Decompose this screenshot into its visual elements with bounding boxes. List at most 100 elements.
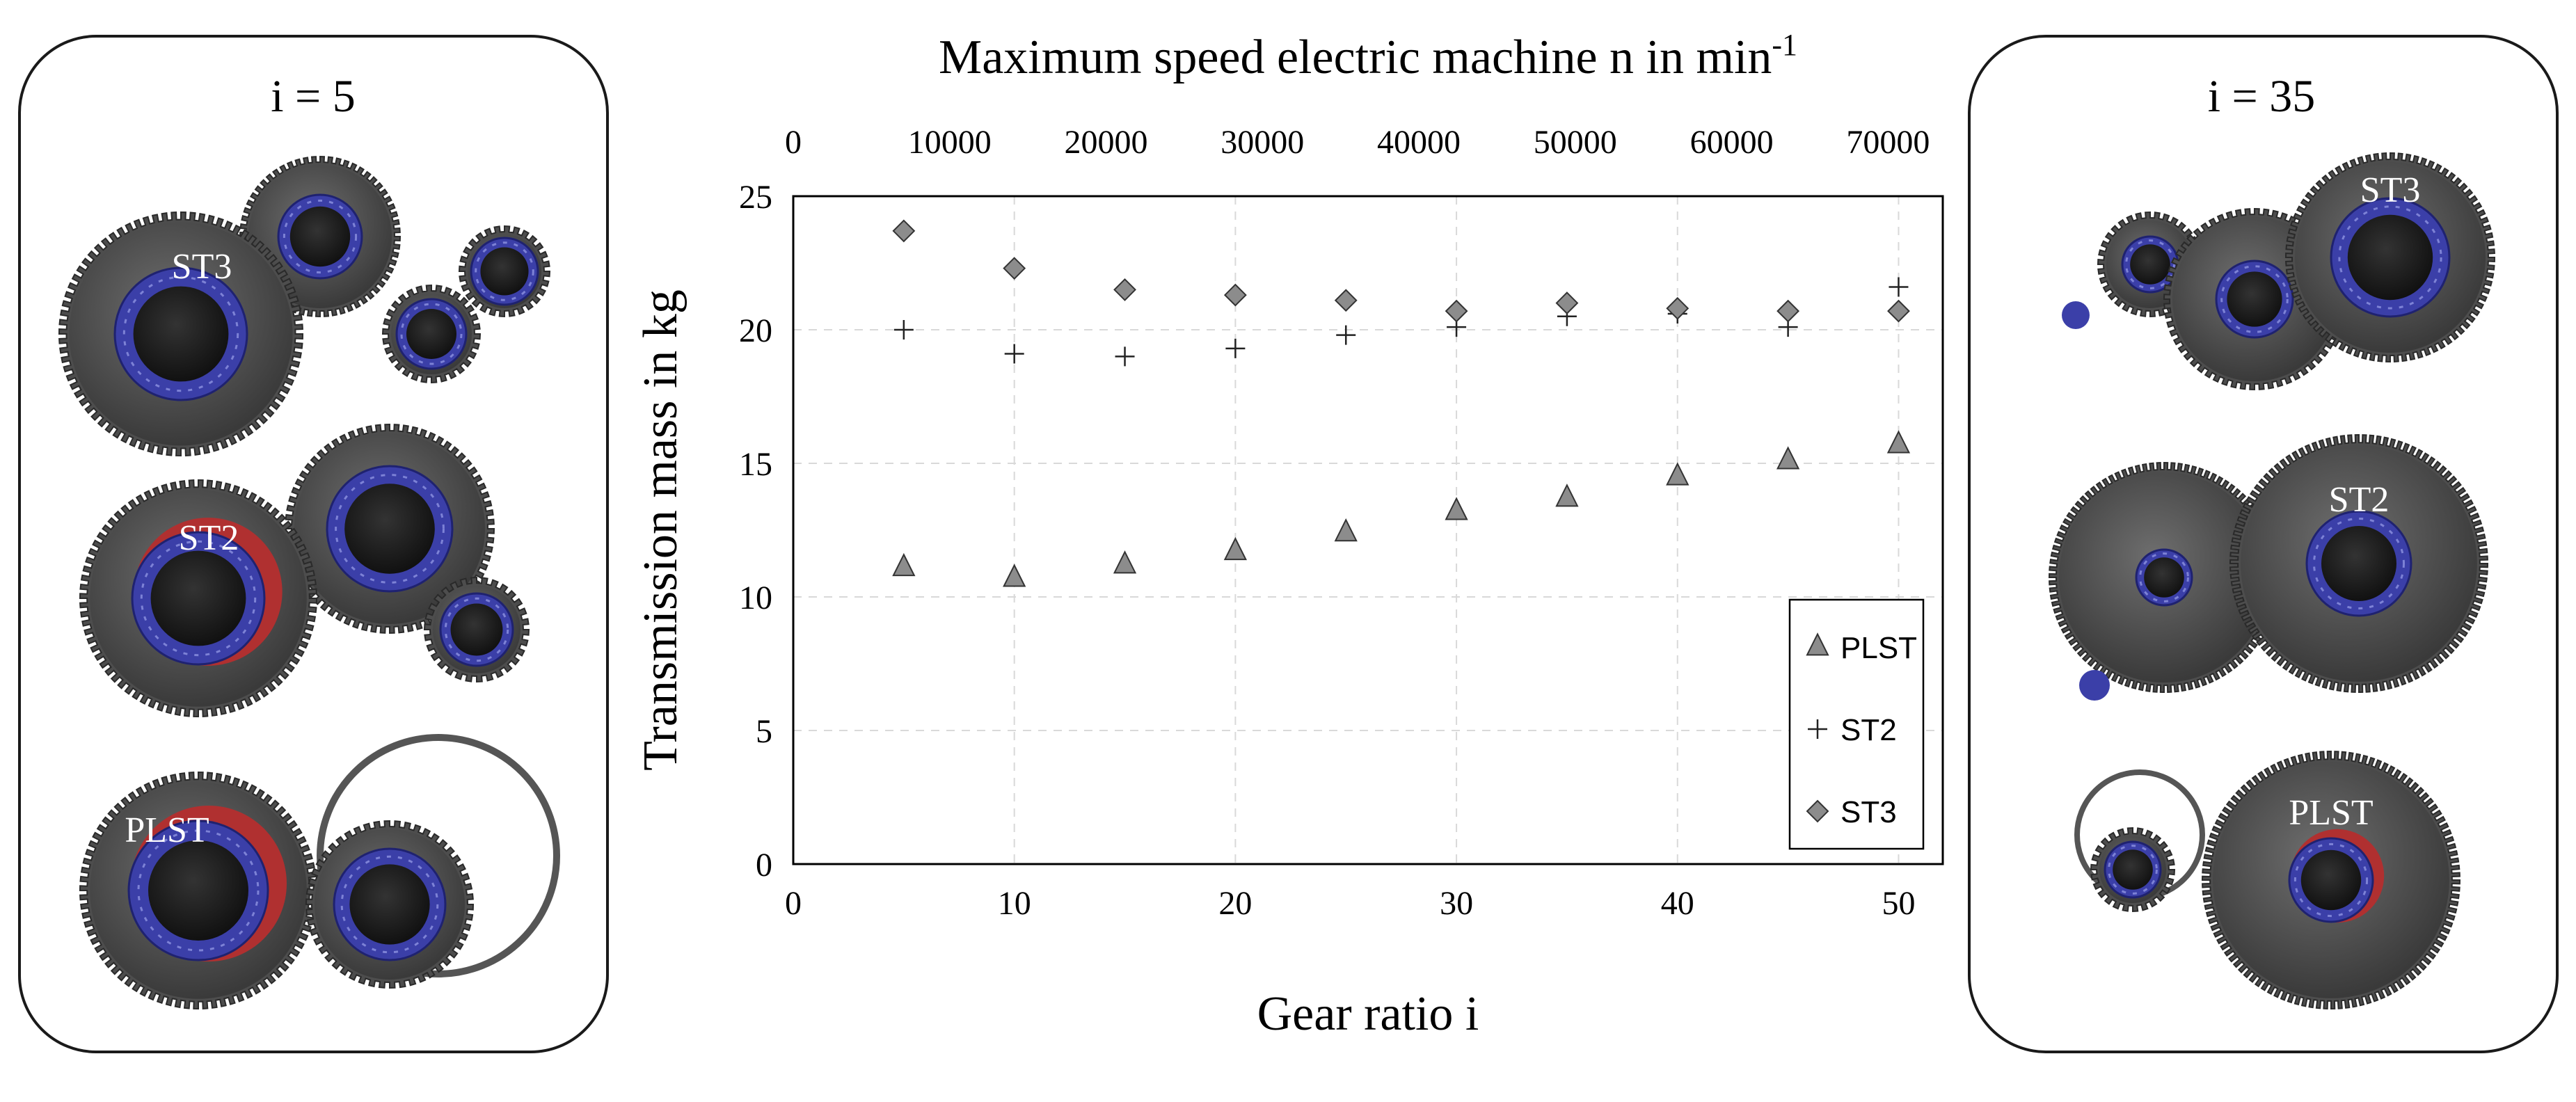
left-gear-illustrations: ST3 ST2 PLST: [58, 155, 560, 1010]
data-point-st3: [1887, 299, 1910, 323]
data-point-st3: [1555, 292, 1579, 315]
bearing-balls: [2313, 518, 2405, 609]
data-point-plst: [1113, 550, 1137, 574]
data-markers: [892, 219, 1911, 587]
gearset-label: PLST: [125, 810, 209, 850]
bearing-balls: [2125, 239, 2175, 289]
small-shaft: [2062, 301, 2090, 329]
bearing-balls: [137, 829, 260, 952]
data-point-st3: [1334, 289, 1358, 312]
y-tick-label: 0: [756, 847, 772, 884]
x-tick-label: 0: [785, 885, 802, 922]
shaft-hub: [480, 247, 529, 296]
gear: [423, 576, 530, 683]
gearset-label: PLST: [2289, 793, 2373, 833]
shaft-hub: [2321, 526, 2396, 601]
x-tick-label: 10: [998, 885, 1031, 922]
x-axis-title: Gear ratio i: [1257, 987, 1479, 1041]
top-tick-label: 30000: [1221, 124, 1304, 161]
shaft-hub: [344, 484, 435, 574]
data-point-st2: [1225, 338, 1246, 358]
right-gear-illustrations: ST3 ST2 PLST: [2048, 152, 2496, 1010]
gearset-label: ST2: [179, 518, 239, 558]
gearset-label: ST2: [2329, 480, 2390, 520]
bearing-balls: [2338, 205, 2442, 310]
gear: [58, 211, 304, 457]
gear: [79, 479, 318, 718]
right-panel: i = 35 ST3 ST2 PLST: [1968, 35, 2559, 1053]
top-axis-title-text: Maximum speed electric machine n in min: [939, 31, 1772, 84]
left-panel-title: i = 5: [271, 71, 356, 122]
top-tick-label: 70000: [1846, 124, 1930, 161]
top-tick-label: 10000: [908, 124, 992, 161]
shaft-hub: [150, 550, 246, 646]
shaft-hub: [406, 309, 456, 359]
shaft-hub: [349, 864, 430, 945]
grid-lines: [793, 196, 1943, 864]
top-tick-label: 50000: [1534, 124, 1617, 161]
bearing-balls: [444, 597, 509, 662]
bearing-balls: [2139, 552, 2189, 602]
top-tick-label: 20000: [1065, 124, 1148, 161]
gear: [2229, 433, 2489, 694]
bearing-balls: [140, 540, 257, 657]
legend: PLST ST2 ST3: [1788, 598, 1925, 850]
top-tick-label: 40000: [1377, 124, 1461, 161]
x-tick-label: 20: [1218, 885, 1252, 922]
gear: [381, 284, 482, 384]
data-point-st3: [1666, 296, 1689, 320]
y-tick-label: 15: [739, 446, 772, 483]
shaft-hub: [450, 603, 503, 656]
data-point-plst: [1003, 564, 1026, 587]
data-point-plst: [1555, 484, 1579, 507]
gearset-label: ST3: [172, 247, 232, 287]
data-point-st2: [1004, 344, 1024, 364]
legend-label-st2: ST2: [1840, 713, 1897, 747]
gear: [2048, 461, 2280, 694]
plot-frame: [792, 195, 1944, 865]
bearing-balls: [2220, 265, 2289, 333]
shaft-hub: [133, 286, 229, 382]
gear: [284, 423, 495, 634]
bearing-balls: [122, 276, 239, 392]
y-tick-label: 20: [739, 312, 772, 349]
data-point-st3: [892, 219, 916, 243]
y-tick-label: 10: [739, 580, 772, 616]
shaft-hub: [2227, 271, 2282, 327]
scatter-chart: 0 5 10 15 20 25 0 10 20 30 40 50 0 10000 20000 30000 400…: [634, 28, 1944, 1041]
top-axis-title: Maximum speed electric machine n in min-…: [939, 28, 1797, 84]
shaft-hub: [2144, 557, 2184, 598]
left-panel: i = 5 ST3 ST2 PLST: [18, 35, 609, 1053]
bearing-balls: [2293, 843, 2369, 918]
small-shaft: [2079, 670, 2110, 701]
shaft-hub: [2300, 849, 2362, 911]
bearing-balls: [475, 241, 534, 301]
data-point-plst: [1666, 462, 1689, 486]
x-tick-label: 40: [1661, 885, 1694, 922]
shaft-hub: [2113, 849, 2153, 890]
legend-marker-plst: [1806, 632, 1829, 656]
y-axis-title: Transmission mass in kg: [634, 289, 687, 771]
y-tick-label: 5: [756, 713, 772, 750]
legend-marker-st3: [1806, 799, 1829, 823]
data-point-st2: [893, 320, 914, 340]
data-point-st3: [1776, 299, 1800, 323]
data-point-plst: [1334, 518, 1358, 542]
shaft-hub: [148, 840, 248, 941]
data-point-st3: [1113, 278, 1136, 301]
data-point-plst: [1445, 497, 1468, 520]
gear: [458, 225, 551, 318]
x-tick-label: 50: [1882, 885, 1915, 922]
data-point-plst: [1223, 536, 1248, 561]
data-point-plst: [892, 552, 916, 577]
data-point-st3: [1445, 299, 1468, 323]
data-point-plst: [1776, 446, 1800, 470]
data-point-plst: [1886, 430, 1911, 454]
data-point-st2: [1336, 325, 1356, 345]
shaft-hub: [2130, 244, 2170, 285]
data-point-st3: [1003, 257, 1026, 280]
top-axis-title-superscript: -1: [1772, 28, 1797, 62]
gear: [2201, 750, 2461, 1010]
data-point-st3: [1223, 283, 1247, 307]
